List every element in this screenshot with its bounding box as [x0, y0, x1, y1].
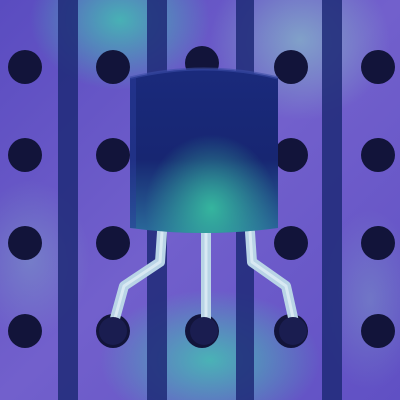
board-hole — [96, 138, 130, 172]
transistor-leads — [109, 227, 299, 327]
board-hole — [361, 50, 395, 84]
solder-joints — [99, 317, 307, 345]
board-hole — [96, 50, 130, 84]
board-hole — [361, 226, 395, 260]
solder-joint — [99, 317, 127, 345]
solder-joint — [190, 317, 218, 345]
board-hole — [274, 138, 308, 172]
board-hole — [8, 138, 42, 172]
board-hole — [361, 314, 395, 348]
transistor-body — [129, 67, 279, 233]
copper-strip — [322, 0, 342, 400]
board-hole — [8, 226, 42, 260]
board-hole — [96, 226, 130, 260]
board-hole — [8, 314, 42, 348]
board-hole — [274, 50, 308, 84]
board-hole — [274, 226, 308, 260]
board-hole — [8, 50, 42, 84]
copper-strip — [58, 0, 78, 400]
board-hole — [361, 138, 395, 172]
solder-joint — [279, 317, 307, 345]
